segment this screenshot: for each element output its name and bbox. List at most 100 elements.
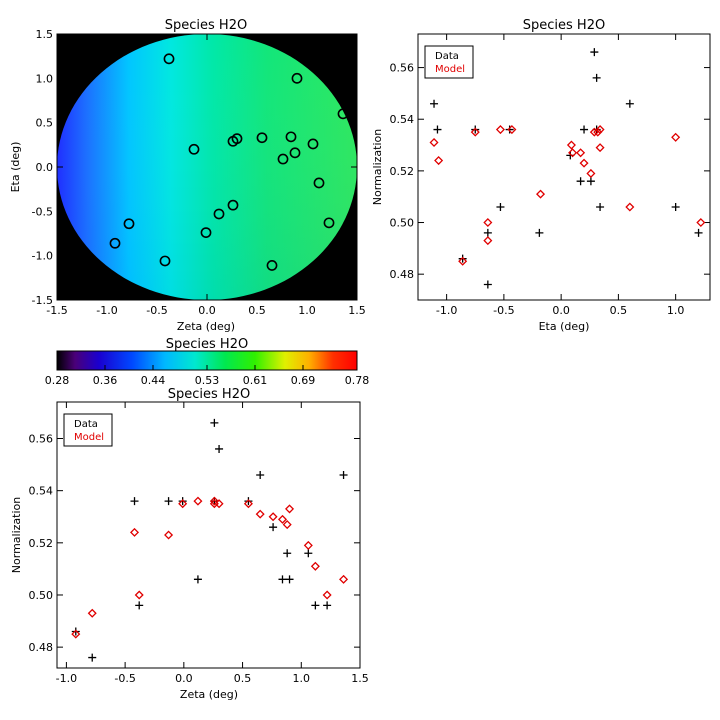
map-ytick-label: -1.0 bbox=[32, 250, 53, 263]
eta-plot-model-point bbox=[434, 156, 444, 166]
eta-plot-data-point bbox=[483, 280, 492, 289]
zeta-legend-model: Model bbox=[74, 432, 104, 443]
map-ytick-label: 0.0 bbox=[36, 161, 54, 174]
map-target-circle bbox=[289, 147, 301, 159]
zeta-plot-xlabel: Zeta (deg) bbox=[180, 688, 238, 701]
eta-plot-data-point bbox=[496, 203, 505, 212]
zeta-plot-data-point bbox=[71, 627, 80, 636]
zeta-plot-data-point bbox=[130, 497, 139, 506]
colorbar-title: Species H2O bbox=[166, 337, 248, 352]
map-target-circle bbox=[266, 260, 278, 271]
zeta-plot-data-point bbox=[339, 471, 348, 480]
zeta-plot-model-point bbox=[243, 499, 253, 509]
colorbar-tick-label: 0.53 bbox=[195, 374, 220, 387]
eta-legend-model: Model bbox=[435, 64, 465, 75]
map-xtick-label: -1.0 bbox=[96, 304, 117, 317]
eta-plot-model-point bbox=[579, 158, 589, 168]
eta-legend-data: Data bbox=[435, 51, 459, 62]
map-xtick-label: 0.0 bbox=[198, 304, 216, 317]
zeta-legend-data: Data bbox=[74, 419, 98, 430]
zeta-plot-xtick-label: -1.0 bbox=[56, 672, 77, 685]
map-target-circle bbox=[200, 227, 212, 239]
map-target-circle bbox=[291, 72, 303, 84]
eta-plot-model-point bbox=[536, 189, 546, 199]
eta-plot-xtick-label: -1.0 bbox=[436, 304, 457, 317]
zeta-plot-model-point bbox=[339, 574, 349, 584]
eta-plot-model-point bbox=[595, 125, 605, 135]
map-ytick-label: 1.5 bbox=[36, 28, 54, 41]
map-target-circle bbox=[256, 132, 268, 144]
zeta-plot-model-point bbox=[285, 504, 295, 514]
eta-legend-box bbox=[424, 45, 474, 79]
eta-plot-data-point bbox=[433, 125, 442, 134]
eta-plot-data-point bbox=[586, 177, 595, 186]
zeta-plot-data-point bbox=[193, 575, 202, 584]
colorbar-tick-label: 0.28 bbox=[45, 374, 70, 387]
map-xtick-label: 0.5 bbox=[248, 304, 266, 317]
eta-plot-legend: Data Model bbox=[424, 45, 474, 79]
eta-plot-model-point bbox=[671, 132, 681, 142]
zeta-plot-data-point bbox=[215, 444, 224, 453]
map-panel: Species H2O -1.5 -1.0 -0.5 0.0 0.5 1.0 1.5-1.5… bbox=[9, 18, 366, 333]
map-target-circle bbox=[285, 131, 297, 143]
eta-plot-xtick-label: 1.0 bbox=[667, 304, 685, 317]
colorbar-tick-label: 0.61 bbox=[243, 374, 268, 387]
colorbar-panel: Species H2O 0.28 0.36 0.44 0.53 0.61 0.69 0.78 bbox=[45, 337, 370, 387]
eta-plot-data-point bbox=[458, 254, 467, 263]
zeta-plot-model-point bbox=[255, 509, 265, 519]
eta-plot-model-point bbox=[586, 168, 596, 178]
zeta-plot-data-point bbox=[323, 601, 332, 610]
zeta-plot-xtick-label: 0.5 bbox=[234, 672, 252, 685]
map-ytick-label: -1.5 bbox=[32, 294, 53, 307]
zeta-plot-data-point bbox=[269, 523, 278, 532]
zeta-plot-model-point bbox=[277, 514, 288, 524]
zeta-plot-model-point bbox=[282, 520, 292, 530]
zeta-plot-model-point bbox=[193, 496, 203, 506]
zeta-plot-model-point bbox=[87, 608, 97, 618]
zeta-plot-model-point bbox=[322, 590, 332, 600]
eta-plot-ytick-label: 0.48 bbox=[390, 268, 415, 281]
zeta-plot-title: Species H2O bbox=[168, 387, 250, 402]
zeta-plot-data-point bbox=[256, 471, 265, 480]
zeta-plot-ticks: -1.0 -0.5 0.0 0.5 1.0 1.5 0.48 0.50 0.52 0.54 0.56 bbox=[29, 402, 369, 685]
eta-plot-data-point bbox=[592, 73, 601, 82]
zeta-plot-model-point bbox=[71, 629, 81, 639]
zeta-plot-xtick-label: 1.5 bbox=[351, 672, 369, 685]
eta-plot-data-point bbox=[596, 203, 605, 212]
zeta-plot-ytick-label: 0.50 bbox=[29, 589, 54, 602]
map-target-circle bbox=[323, 217, 335, 229]
map-target-circle bbox=[213, 208, 225, 220]
eta-plot-ticks: -1.0 -0.5 0.0 0.5 1.0 0.48 0.50 0.52 0.54 0.56 bbox=[390, 34, 710, 317]
map-target-circle bbox=[159, 255, 171, 267]
map-ylabel: Eta (deg) bbox=[9, 142, 22, 193]
colorbar-tick-label: 0.69 bbox=[291, 374, 316, 387]
eta-plot-ylabel: Normalization bbox=[371, 129, 384, 205]
colorbar-tick-label: 0.36 bbox=[93, 374, 118, 387]
eta-plot-data-point bbox=[580, 125, 589, 134]
eta-plot-data-point bbox=[505, 125, 514, 134]
colorbar-tick-label: 0.78 bbox=[345, 374, 370, 387]
zeta-plot-ytick-label: 0.48 bbox=[29, 641, 54, 654]
zeta-plot-data-point bbox=[178, 497, 187, 506]
zeta-plot-ytick-label: 0.52 bbox=[29, 537, 54, 550]
zeta-plot-data-point bbox=[283, 549, 292, 558]
eta-plot-ytick-label: 0.50 bbox=[390, 217, 415, 230]
zeta-plot-ytick-label: 0.56 bbox=[29, 433, 54, 446]
zeta-plot-panel: Species H2O -1.0 -0.5 0.0 0.5 1.0 1.5 0.48 0.50… bbox=[10, 387, 369, 701]
map-target-circle bbox=[123, 218, 135, 230]
eta-plot-model-point bbox=[568, 148, 578, 158]
zeta-plot-data-point bbox=[164, 497, 173, 506]
eta-plot-data-point bbox=[483, 228, 492, 237]
map-ytick-label: 0.5 bbox=[36, 117, 54, 130]
colorbar-tick-label: 0.44 bbox=[141, 374, 166, 387]
eta-plot-ytick-label: 0.52 bbox=[390, 165, 415, 178]
eta-plot-ytick-label: 0.56 bbox=[390, 62, 415, 75]
zeta-plot-xtick-label: -0.5 bbox=[114, 672, 135, 685]
zeta-plot-ytick-label: 0.54 bbox=[29, 485, 54, 498]
eta-plot-model-point bbox=[458, 256, 468, 266]
map-target-circle bbox=[227, 135, 239, 147]
map-xtick-label: 1.0 bbox=[298, 304, 316, 317]
map-title: Species H2O bbox=[165, 18, 247, 33]
eta-plot-model-point bbox=[625, 202, 635, 212]
